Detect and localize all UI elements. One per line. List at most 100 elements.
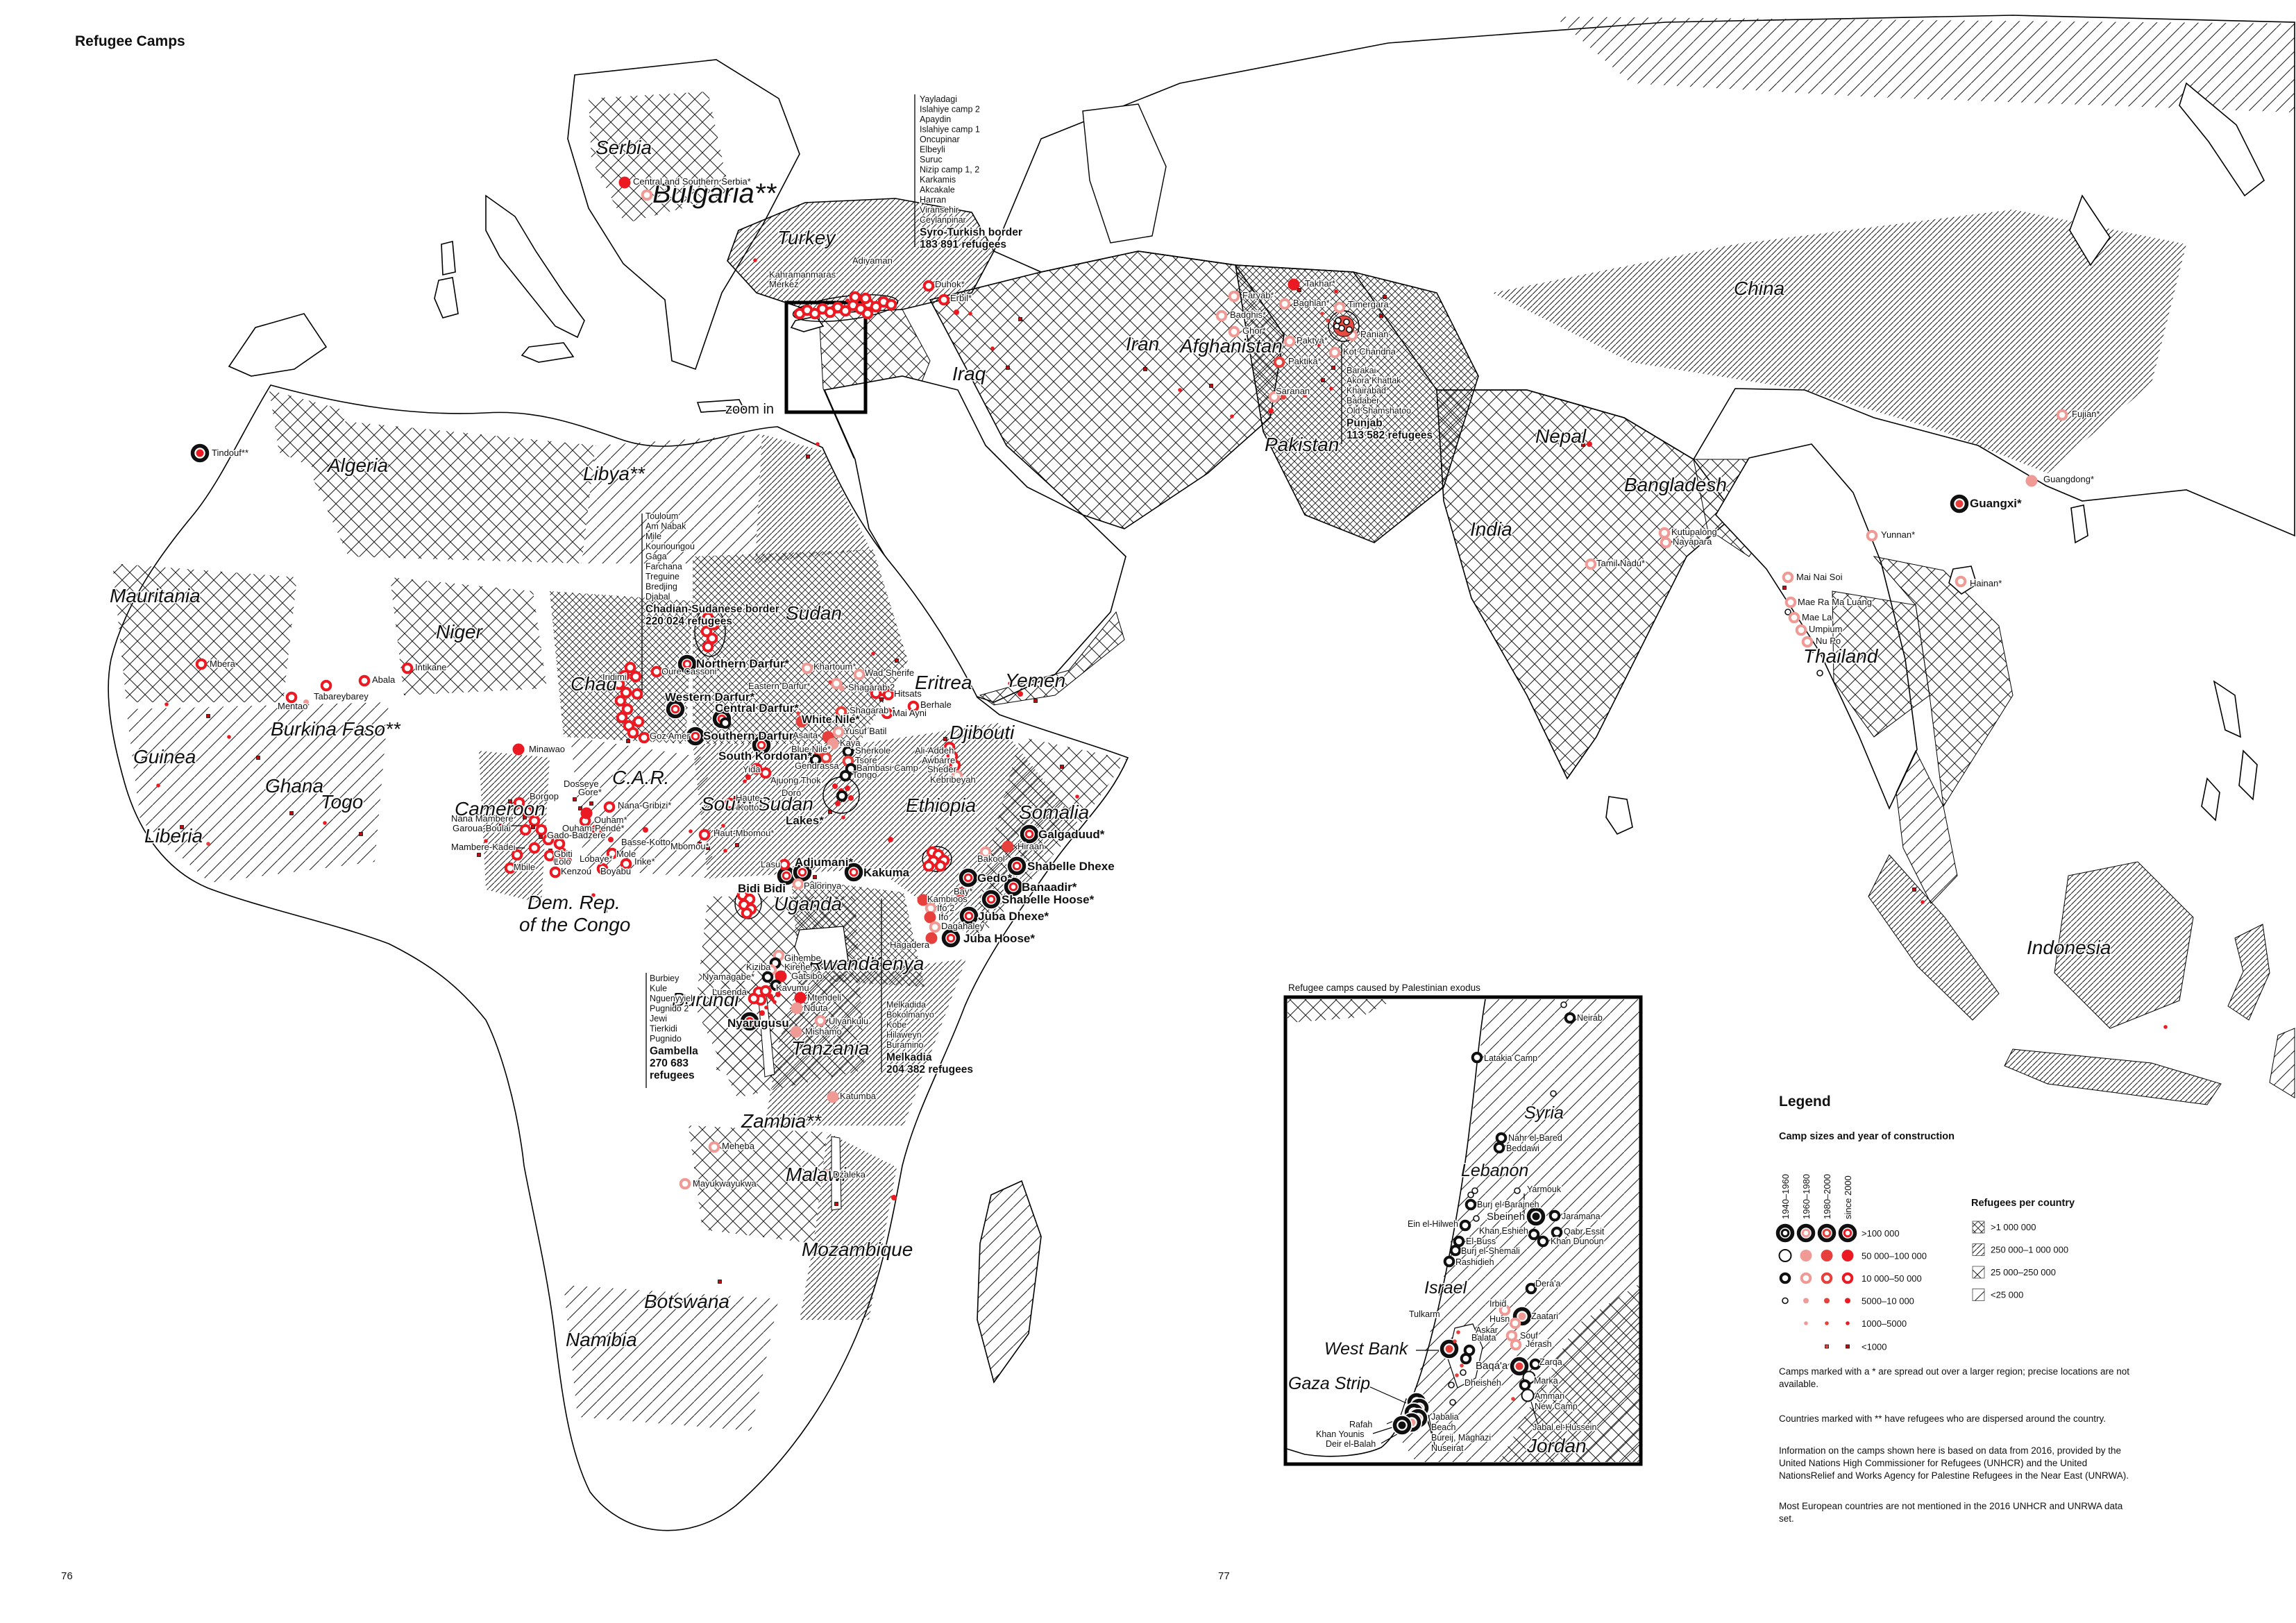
map-label: Mayukwayukwa — [693, 1178, 757, 1189]
map-label: Chad — [571, 673, 618, 695]
map-label: Erbil* — [950, 293, 972, 303]
camp-marker — [1320, 312, 1324, 316]
camp-marker — [839, 770, 852, 782]
camp-list-item: Tierkidi — [650, 1024, 677, 1034]
camp-marker — [1453, 1339, 1457, 1343]
camp-marker — [845, 763, 857, 775]
legend-size-label: 1000–5000 — [1862, 1318, 1907, 1329]
camp-marker — [1333, 301, 1346, 314]
map-label: Tsore — [855, 755, 877, 765]
map-label: Tanzania — [791, 1037, 870, 1059]
map-label: Ethiopia — [906, 794, 976, 816]
map-label: Mtendeli — [807, 992, 841, 1003]
camp-marker — [531, 825, 535, 829]
map-label: Mambere-Kadei — [451, 842, 516, 852]
camp-marker — [376, 678, 380, 682]
map-label: Tulkarm — [1409, 1309, 1440, 1319]
camp-marker — [741, 907, 753, 919]
camp-marker — [677, 654, 698, 674]
camp-marker — [1449, 1244, 1462, 1257]
map-label: Dzaleka — [833, 1169, 866, 1180]
land-shape — [582, 434, 762, 563]
camp-marker — [535, 824, 548, 836]
camp-marker — [1449, 1399, 1456, 1406]
map-label: Southern Darfur* — [703, 729, 798, 742]
camp-marker — [1075, 794, 1079, 799]
map-label: Shabelle Hoose* — [1002, 893, 1095, 906]
camp-marker — [702, 640, 714, 653]
camp-marker — [206, 714, 210, 718]
map-label: Lobaye* — [580, 853, 613, 864]
camp-marker — [508, 799, 512, 804]
camp-marker — [851, 740, 856, 745]
map-label: Qabr Essit — [1564, 1227, 1605, 1237]
camp-marker — [512, 743, 525, 756]
map-label: Ifo 2 — [937, 903, 954, 913]
map-label: Duhok* — [935, 279, 965, 289]
map-label: Djibouti — [949, 722, 1015, 743]
map-label: Zambia** — [741, 1110, 822, 1132]
camp-cluster-outline — [922, 846, 952, 872]
camp-marker — [700, 625, 713, 638]
map-label: Hagadera — [890, 940, 930, 950]
map-label: Beach — [1431, 1422, 1455, 1432]
camp-marker — [1018, 317, 1022, 321]
camp-list-item: Khairabad — [1347, 386, 1386, 396]
land-shape — [1082, 103, 1167, 244]
map-label: Ghana — [265, 775, 323, 797]
map-label: Nahr el-Bared — [1508, 1133, 1562, 1143]
camp-list-item: Djabal — [645, 592, 670, 602]
camp-marker — [764, 1005, 768, 1010]
map-label: Syria — [1524, 1103, 1564, 1123]
map-label: Beddawi — [1506, 1144, 1539, 1153]
map-label: Nu Po — [1816, 636, 1841, 646]
camp-marker — [359, 832, 363, 836]
camp-marker — [1548, 1209, 1561, 1222]
camp-marker — [1317, 343, 1321, 347]
land-shape — [765, 959, 966, 1125]
camp-list-total: 270 683 — [650, 1057, 689, 1069]
camp-list-item: Karkamis — [920, 175, 956, 185]
map-label: Lebanon — [1461, 1161, 1528, 1180]
camp-marker — [907, 700, 920, 713]
camp-marker — [1779, 1272, 1791, 1284]
camp-list-item: Buramino — [886, 1040, 924, 1050]
camp-marker — [895, 658, 899, 663]
map-label: Borgop — [530, 791, 559, 801]
camp-marker — [885, 298, 897, 311]
map-label: Khan Eshieh — [1479, 1226, 1528, 1236]
map-label: Eritrea — [915, 672, 972, 693]
camp-marker — [1460, 1352, 1472, 1365]
map-label: Askar — [1476, 1325, 1498, 1335]
camp-marker — [2025, 475, 2038, 487]
camp-marker — [845, 298, 850, 303]
map-label: Jordan — [1526, 1435, 1587, 1456]
camp-marker — [809, 307, 821, 320]
camp-marker — [303, 699, 309, 705]
camp-marker — [832, 783, 838, 789]
camp-marker — [1459, 1219, 1471, 1232]
camp-marker — [861, 307, 874, 320]
camp-marker — [1228, 325, 1240, 338]
camp-marker — [940, 928, 961, 949]
zoom-area-rect — [784, 300, 868, 414]
camp-marker — [707, 618, 720, 631]
map-label: Yemen — [1005, 670, 1065, 691]
land-shape — [1832, 590, 1930, 738]
camp-marker — [513, 806, 517, 810]
camp-marker — [528, 842, 541, 854]
map-label: India — [1470, 518, 1512, 540]
land-shape — [1555, 17, 2295, 112]
map-label: Bureij, Maghazi — [1431, 1433, 1491, 1443]
camp-marker — [824, 306, 836, 318]
camp-list-total: 220 024 refugees — [645, 615, 732, 627]
legend-country-class-label: >1 000 000 — [1991, 1222, 2036, 1232]
land-shape — [1235, 264, 1479, 543]
map-label: Ulyankulu — [829, 1016, 868, 1026]
camp-marker — [958, 867, 979, 888]
map-label: Burj el-Shemali — [1461, 1246, 1520, 1256]
camp-marker — [955, 887, 968, 899]
camp-marker — [606, 847, 618, 860]
map-label: Nuseirat — [1431, 1443, 1464, 1453]
